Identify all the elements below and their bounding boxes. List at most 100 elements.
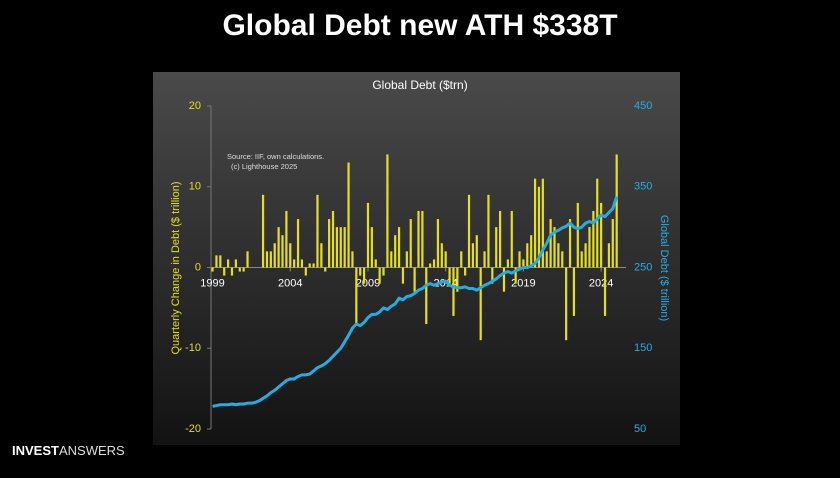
bar: [362, 267, 366, 284]
x-tick-label: 2004: [278, 277, 302, 289]
bar: [576, 202, 579, 268]
bar: [572, 267, 576, 316]
bar: [234, 259, 237, 268]
bar: [479, 267, 482, 341]
annotation: (c) Lighthouse 2025: [231, 162, 297, 171]
bar: [246, 251, 249, 268]
y2-tick-label: 50: [634, 423, 646, 435]
bar: [537, 186, 541, 268]
debt-line: [212, 195, 619, 408]
bar: [495, 227, 498, 268]
plot: 20 10 0 -10 -20 450 350 250 150 50 1999 2004 2009 201…: [185, 100, 652, 435]
bar: [491, 267, 494, 284]
bar: [607, 243, 611, 268]
bar: [242, 267, 245, 272]
bar: [413, 267, 416, 292]
chart-panel: [153, 72, 680, 445]
bar: [265, 251, 269, 268]
bar: [382, 267, 385, 276]
bar: [475, 235, 478, 268]
bar: [456, 267, 459, 292]
bar: [557, 243, 560, 268]
bar: [549, 219, 552, 268]
y-tick-label: 10: [189, 181, 201, 193]
bar: [339, 227, 342, 268]
chart-title: Global Debt ($trn): [372, 78, 467, 92]
bar: [440, 243, 443, 268]
y2-tick-label: 250: [634, 261, 652, 273]
bar: [510, 210, 513, 268]
y2-tick-label: 150: [634, 342, 652, 354]
bar: [596, 178, 599, 268]
brand-bold: INVEST: [12, 443, 59, 458]
bar: [522, 259, 525, 268]
slide-title: Global Debt new ATH $338T: [222, 9, 617, 42]
bar: [374, 259, 377, 268]
bar: [285, 210, 288, 268]
y-tick-label: 20: [189, 100, 201, 112]
bar: [565, 267, 568, 341]
bar: [300, 259, 304, 268]
bar: [464, 267, 467, 276]
bar: [588, 227, 591, 268]
bar: [506, 259, 509, 268]
bar: [304, 267, 307, 276]
bar: [600, 202, 603, 268]
bar: [215, 255, 218, 268]
bar: [390, 251, 393, 268]
bar: [355, 267, 358, 325]
bar: [230, 267, 234, 276]
x-tick-label: 2024: [589, 277, 613, 289]
bar: [499, 210, 502, 268]
bar: [378, 267, 381, 284]
bar: [603, 267, 607, 316]
bar: [401, 267, 405, 284]
bar: [533, 178, 537, 268]
bar: [611, 219, 614, 268]
bar: [514, 267, 517, 284]
y-tick-label: -10: [185, 342, 201, 354]
brand-logo: INVESTANSWERS: [12, 443, 125, 458]
bar: [460, 251, 463, 268]
bar: [545, 251, 548, 268]
bar: [615, 154, 618, 268]
bar: [261, 194, 265, 268]
bar: [316, 194, 319, 268]
bar: [351, 251, 354, 268]
bar: [386, 154, 389, 268]
x-tick-label: 2009: [356, 277, 380, 289]
y2-axis-label: Global Debt ($ trillion): [658, 215, 670, 321]
bar: [219, 255, 222, 268]
bar: [370, 227, 373, 268]
bar: [331, 210, 335, 268]
bar: [296, 219, 300, 268]
bar: [487, 194, 490, 268]
bar: [347, 162, 350, 268]
bar: [397, 227, 401, 268]
bar: [429, 263, 432, 268]
bar: [293, 259, 296, 268]
x-tick-label: 1999: [200, 277, 224, 289]
y-tick-label: 0: [195, 261, 201, 273]
bar: [561, 251, 564, 268]
bar: [471, 243, 475, 268]
bar: [592, 210, 595, 268]
bar: [425, 267, 428, 325]
bar: [320, 243, 323, 268]
bar: [238, 267, 241, 272]
bar: [312, 263, 315, 268]
bar: [421, 210, 424, 268]
bar: [417, 210, 420, 268]
bar: [541, 178, 544, 268]
bar: [359, 267, 362, 276]
bar: [226, 259, 230, 268]
bar: [432, 259, 436, 268]
bar: [568, 219, 572, 268]
bar: [448, 267, 451, 284]
bar: [580, 251, 583, 268]
y-axis-label: Quarterly Change in Debt ($ trillion): [170, 181, 182, 354]
bar: [366, 202, 370, 268]
brand-light: ANSWERS: [59, 443, 125, 458]
